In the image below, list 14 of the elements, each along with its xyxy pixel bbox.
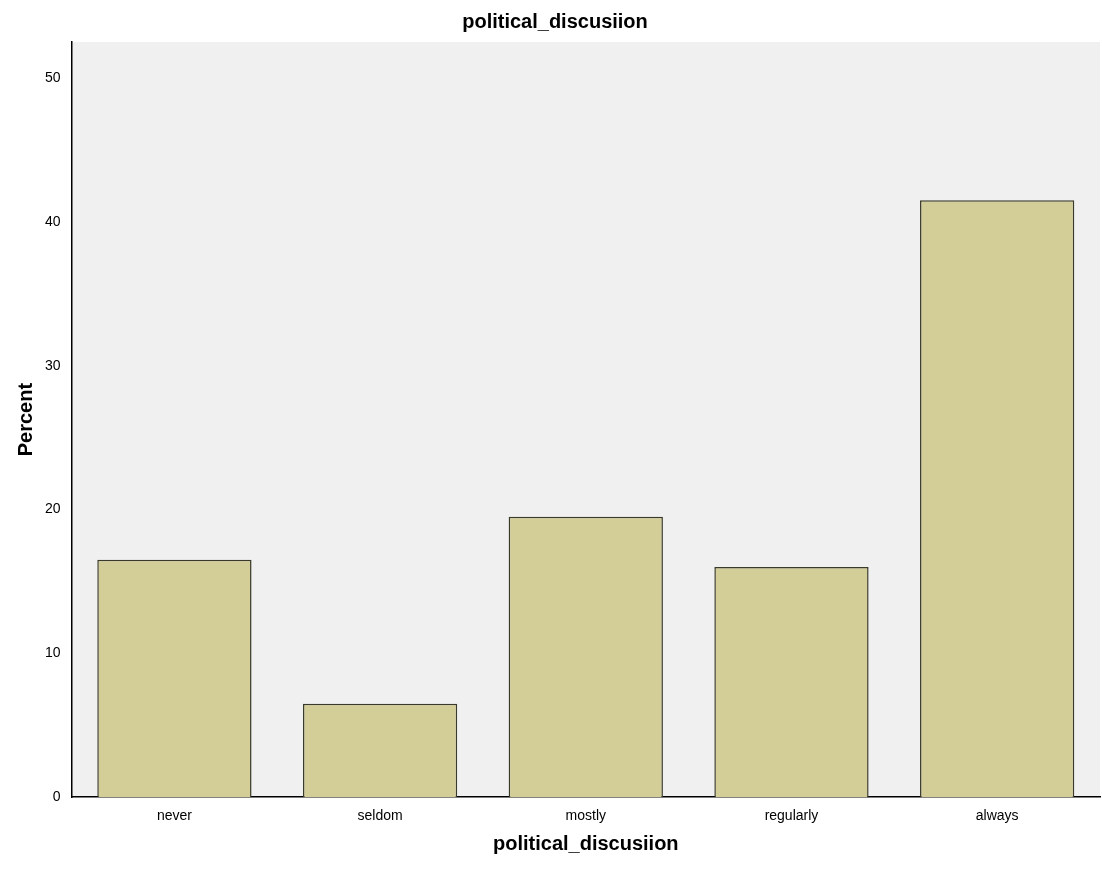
y-tick-label: 40 [44,212,61,229]
x-tick-label: regularly [764,807,819,824]
x-tick-label: always [975,807,1019,824]
y-tick-label: 20 [44,500,61,517]
x-tick-label: never [156,807,193,824]
y-axis-title: Percent [13,382,36,457]
x-tick-label: mostly [565,807,607,824]
y-tick-label: 10 [44,644,61,661]
y-tick-label: 0 [52,788,61,805]
x-axis-title: political_discusiion [492,831,679,854]
chart-title: political_discusiion [462,9,648,32]
y-tick-label: 30 [44,356,61,373]
y-tick-label: 50 [44,68,61,85]
x-tick-label: seldom [357,807,403,824]
